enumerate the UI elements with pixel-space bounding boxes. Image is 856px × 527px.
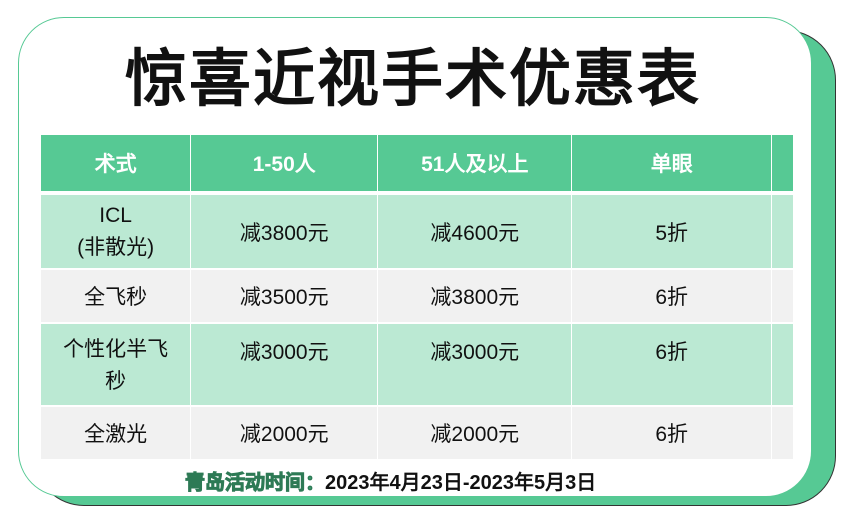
table-cell: 减3000元 (191, 324, 379, 407)
header-cell: 单眼 (572, 135, 773, 195)
table-cell: 全飞秒 (41, 270, 192, 324)
table-cell: 减3800元 (191, 195, 379, 270)
table-cell: 减3500元 (191, 270, 379, 324)
table-cell: 减4600元 (378, 195, 573, 270)
table-cell: 减3000元 (378, 324, 573, 407)
header-cell: 1-50人 (191, 135, 379, 195)
table-cell (772, 270, 793, 324)
page-title: 惊喜近视手术优惠表 (124, 45, 701, 114)
table-cell: 6折 (572, 324, 773, 407)
table-cell (772, 407, 793, 461)
table-row: 全飞秒 减3500元 减3800元 6折 (41, 270, 793, 324)
table-cell: 减2000元 (191, 407, 379, 461)
table-cell: 个性化半飞 秒 (41, 324, 192, 407)
table-cell: 5折 (572, 195, 773, 270)
table-cell: 6折 (572, 407, 773, 461)
table-header-row: 术式 1-50人 51人及以上 单眼 (41, 135, 793, 195)
table-cell: 减2000元 (378, 407, 573, 461)
table-row: 个性化半飞 秒 减3000元 减3000元 6折 (41, 324, 793, 407)
discount-table: 术式 1-50人 51人及以上 单眼 ICL (非散光) 减3800元 减460… (41, 135, 793, 461)
table-row: 全激光 减2000元 减2000元 6折 (41, 407, 793, 461)
header-cell (772, 135, 793, 195)
table-row: ICL (非散光) 减3800元 减4600元 5折 (41, 195, 793, 270)
table-cell: 减3800元 (378, 270, 573, 324)
table-cell: 全激光 (41, 407, 192, 461)
table-cell: 6折 (572, 270, 773, 324)
event-dates-value: 2023年4月23日-2023年5月3日 (325, 472, 597, 494)
event-dates-label: 青岛活动时间： (185, 472, 326, 495)
table-cell: ICL (非散光) (41, 195, 192, 270)
header-cell: 51人及以上 (378, 135, 573, 195)
table-cell (772, 324, 793, 407)
event-dates: 青岛活动时间：2023年4月23日-2023年5月3日 (185, 466, 597, 495)
table-cell (772, 195, 793, 270)
header-cell: 术式 (41, 135, 192, 195)
